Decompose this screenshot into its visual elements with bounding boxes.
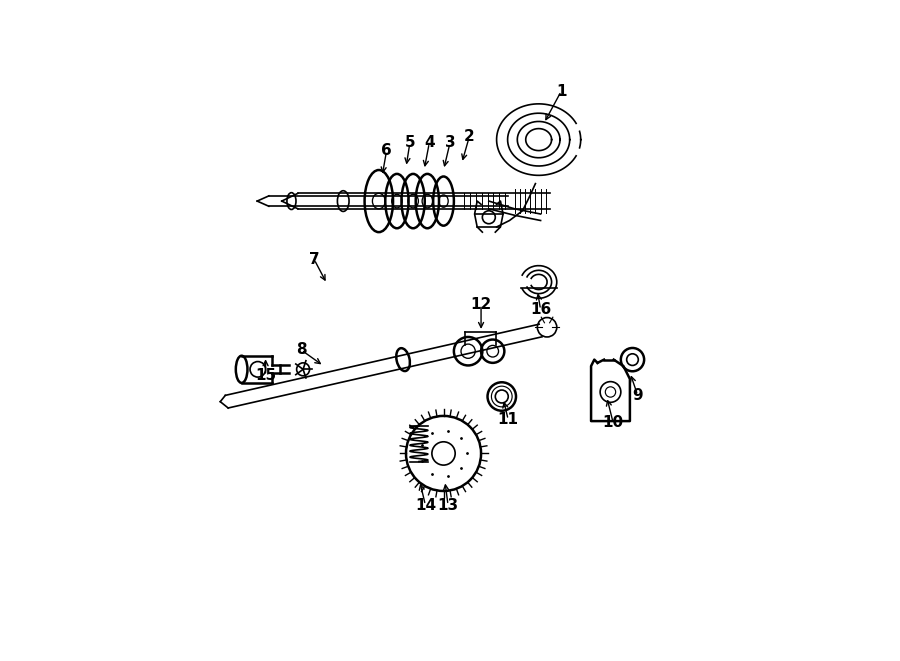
Text: 2: 2	[464, 129, 475, 144]
Text: 14: 14	[415, 498, 436, 513]
Text: 4: 4	[424, 136, 435, 150]
Text: 9: 9	[633, 388, 643, 403]
Text: 10: 10	[602, 415, 624, 430]
Text: 12: 12	[471, 297, 491, 312]
Text: 16: 16	[530, 302, 551, 317]
Text: 3: 3	[445, 136, 455, 150]
Text: 15: 15	[255, 368, 276, 383]
Text: 13: 13	[437, 498, 459, 513]
Text: 6: 6	[382, 143, 392, 158]
Text: 1: 1	[556, 83, 567, 98]
Text: 11: 11	[498, 412, 518, 427]
Text: 5: 5	[405, 136, 415, 150]
Text: 8: 8	[296, 342, 307, 358]
Text: 7: 7	[309, 252, 320, 267]
